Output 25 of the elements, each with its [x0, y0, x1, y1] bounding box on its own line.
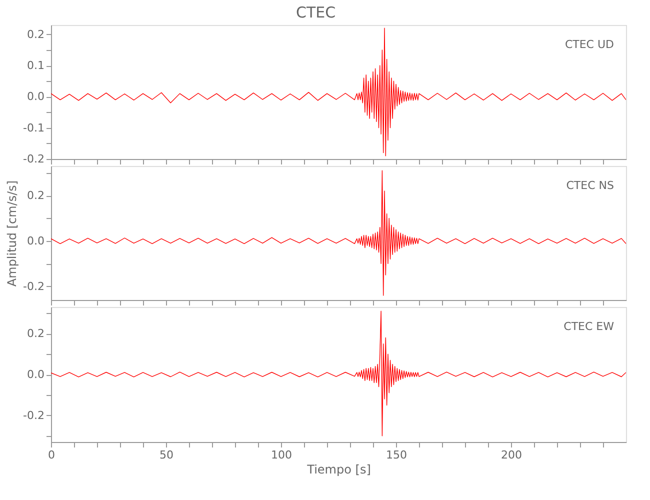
y-tick-label: -0.2: [23, 280, 44, 293]
line-series: [51, 170, 626, 296]
y-tick-label: -0.1: [23, 121, 44, 134]
line-series: [51, 28, 626, 156]
chart-title: CTEC: [296, 4, 336, 22]
x-tick-label: 200: [501, 448, 522, 462]
text: CTEC UD: [564, 38, 614, 51]
line-series: [51, 310, 626, 436]
y-tick-label: 0.2: [27, 28, 44, 41]
y-tick-label: -0.2: [23, 152, 44, 166]
y-tick-label: 0.2: [27, 327, 44, 340]
y-axis-title: Amplitud [cm/s/s]: [5, 180, 20, 287]
text: CTEC NS: [566, 179, 614, 192]
x-tick-label: 100: [271, 448, 292, 462]
x-tick-label: 0: [48, 448, 55, 462]
y-tick-label: 0.1: [27, 59, 44, 72]
x-tick-label: 150: [386, 448, 407, 462]
x-axis-title: Tiempo [s]: [306, 462, 371, 476]
y-tick-label: 0.0: [27, 234, 44, 248]
y-tick-label: 0.0: [27, 90, 44, 104]
y-tick-label: 0.2: [27, 189, 44, 202]
y-tick-label: 0.0: [27, 368, 44, 381]
y-tick-label: -0.2: [23, 408, 44, 422]
x-tick-label: 50: [160, 448, 174, 462]
text: CTEC EW: [564, 320, 614, 333]
